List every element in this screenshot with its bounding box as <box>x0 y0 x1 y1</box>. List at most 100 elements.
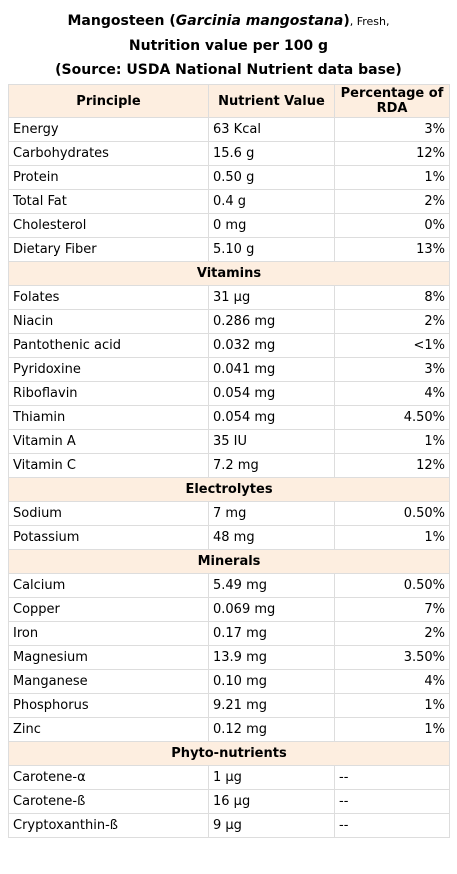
value-cell: 15.6 g <box>208 141 335 166</box>
value-cell: 5.10 g <box>208 237 335 262</box>
data-row: Potassium 48 mg 1% <box>8 525 450 550</box>
rda-cell: 12% <box>334 141 450 166</box>
caption-close: ) <box>343 13 350 29</box>
rda-cell: 4.50% <box>334 405 450 430</box>
rda-cell: 3% <box>334 357 450 382</box>
value-cell: 0.041 mg <box>208 357 335 382</box>
value-cell: 0.054 mg <box>208 405 335 430</box>
value-cell: 0.12 mg <box>208 717 335 742</box>
section-row: Vitamins <box>8 261 450 286</box>
data-row: Carotene-α 1 µg -- <box>8 765 450 790</box>
rda-cell: -- <box>334 789 450 814</box>
rda-cell: 1% <box>334 429 450 454</box>
principle-cell: Vitamin C <box>8 453 209 478</box>
data-row: Carbohydrates 15.6 g 12% <box>8 141 450 166</box>
principle-cell: Thiamin <box>8 405 209 430</box>
data-row: Vitamin C 7.2 mg 12% <box>8 453 450 478</box>
data-row: Cryptoxanthin-ß 9 µg -- <box>8 813 450 838</box>
value-cell: 35 IU <box>208 429 335 454</box>
principle-cell: Zinc <box>8 717 209 742</box>
data-row: Riboflavin 0.054 mg 4% <box>8 381 450 406</box>
value-cell: 63 Kcal <box>208 117 335 142</box>
header-cell: Nutrient Value <box>208 84 335 118</box>
section-heading: Phyto-nutrients <box>8 741 450 766</box>
rda-cell: -- <box>334 765 450 790</box>
data-row: Iron 0.17 mg 2% <box>8 621 450 646</box>
value-cell: 13.9 mg <box>208 645 335 670</box>
value-cell: 48 mg <box>208 525 335 550</box>
principle-cell: Manganese <box>8 669 209 694</box>
value-cell: 0.286 mg <box>208 309 335 334</box>
data-row: Carotene-ß 16 µg -- <box>8 789 450 814</box>
data-row: Vitamin A 35 IU 1% <box>8 429 450 454</box>
caption-line: (Source: USDA National Nutrient data bas… <box>55 62 402 78</box>
data-row: Total Fat 0.4 g 2% <box>8 189 450 214</box>
principle-cell: Phosphorus <box>8 693 209 718</box>
principle-cell: Folates <box>8 285 209 310</box>
rda-cell: 2% <box>334 621 450 646</box>
caption-name: Mangosteen ( <box>67 13 176 29</box>
rda-cell: <1% <box>334 333 450 358</box>
data-row: Zinc 0.12 mg 1% <box>8 717 450 742</box>
value-cell: 16 µg <box>208 789 335 814</box>
data-row: Pyridoxine 0.041 mg 3% <box>8 357 450 382</box>
value-cell: 9 µg <box>208 813 335 838</box>
rda-cell: 1% <box>334 525 450 550</box>
principle-cell: Calcium <box>8 573 209 598</box>
rda-cell: 0.50% <box>334 501 450 526</box>
caption-state: , Fresh, <box>349 15 390 28</box>
rda-cell: 0.50% <box>334 573 450 598</box>
principle-cell: Riboflavin <box>8 381 209 406</box>
value-cell: 7.2 mg <box>208 453 335 478</box>
data-row: Cholesterol 0 mg 0% <box>8 213 450 238</box>
data-row: Folates 31 µg 8% <box>8 285 450 310</box>
value-cell: 0.032 mg <box>208 333 335 358</box>
principle-cell: Total Fat <box>8 189 209 214</box>
principle-cell: Sodium <box>8 501 209 526</box>
rda-cell: 12% <box>334 453 450 478</box>
principle-cell: Iron <box>8 621 209 646</box>
data-row: Thiamin 0.054 mg 4.50% <box>8 405 450 430</box>
section-heading: Vitamins <box>8 261 450 286</box>
value-cell: 0.17 mg <box>208 621 335 646</box>
data-row: Phosphorus 9.21 mg 1% <box>8 693 450 718</box>
principle-cell: Pyridoxine <box>8 357 209 382</box>
data-row: Copper 0.069 mg 7% <box>8 597 450 622</box>
rda-cell: 8% <box>334 285 450 310</box>
value-cell: 1 µg <box>208 765 335 790</box>
value-cell: 7 mg <box>208 501 335 526</box>
principle-cell: Protein <box>8 165 209 190</box>
nutrition-table: Principle Nutrient Value Percentage of RDA… <box>8 84 450 838</box>
header-row: Principle Nutrient Value Percentage of RDA <box>8 84 450 118</box>
data-row: Magnesium 13.9 mg 3.50% <box>8 645 450 670</box>
table-body: Principle Nutrient Value Percentage of RDA… <box>8 84 450 838</box>
principle-cell: Vitamin A <box>8 429 209 454</box>
rda-cell: 0% <box>334 213 450 238</box>
data-row: Sodium 7 mg 0.50% <box>8 501 450 526</box>
principle-cell: Energy <box>8 117 209 142</box>
principle-cell: Niacin <box>8 309 209 334</box>
rda-cell: 4% <box>334 381 450 406</box>
data-row: Pantothenic acid 0.032 mg <1% <box>8 333 450 358</box>
rda-cell: 7% <box>334 597 450 622</box>
rda-cell: 3.50% <box>334 645 450 670</box>
principle-cell: Carbohydrates <box>8 141 209 166</box>
value-cell: 5.49 mg <box>208 573 335 598</box>
principle-cell: Cryptoxanthin-ß <box>8 813 209 838</box>
rda-cell: 1% <box>334 717 450 742</box>
section-heading: Electrolytes <box>8 477 450 502</box>
rda-cell: 1% <box>334 693 450 718</box>
principle-cell: Carotene-α <box>8 765 209 790</box>
section-row: Phyto-nutrients <box>8 741 450 766</box>
value-cell: 0.054 mg <box>208 381 335 406</box>
principle-cell: Magnesium <box>8 645 209 670</box>
principle-cell: Copper <box>8 597 209 622</box>
data-row: Niacin 0.286 mg 2% <box>8 309 450 334</box>
value-cell: 0.069 mg <box>208 597 335 622</box>
principle-cell: Carotene-ß <box>8 789 209 814</box>
data-row: Energy 63 Kcal 3% <box>8 117 450 142</box>
header-cell: Percentage of RDA <box>334 84 450 118</box>
rda-cell: 3% <box>334 117 450 142</box>
caption: Mangosteen (Garcinia mangostana), Fresh,… <box>0 0 457 82</box>
